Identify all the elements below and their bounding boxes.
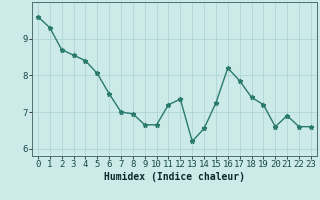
X-axis label: Humidex (Indice chaleur): Humidex (Indice chaleur) [104,172,245,182]
